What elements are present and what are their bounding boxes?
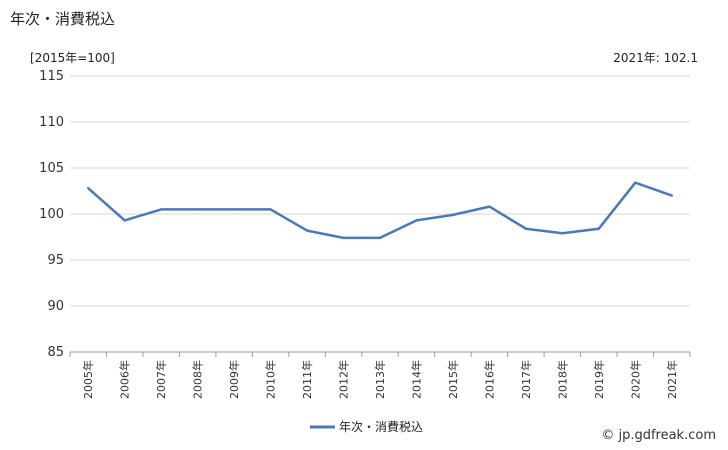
data-point [87,187,90,190]
chart-title: 年次・消費税込 [10,10,116,28]
x-tick-label: 2015年 [446,360,460,399]
x-tick-label: 2010年 [264,360,278,399]
y-tick-label: 90 [47,299,64,314]
data-point [670,194,673,197]
x-tick-label: 2006年 [118,360,132,399]
source-credit: © jp.gdfreak.com [601,428,716,443]
data-point [597,227,601,230]
data-point [524,227,528,230]
y-tick-label: 100 [39,207,64,222]
data-point [196,208,199,211]
x-tick-label: 2014年 [409,360,423,399]
data-point [634,181,637,184]
x-tick-label: 2017年 [519,360,533,399]
data-point [451,213,455,217]
y-tick-label: 110 [39,115,64,130]
data-point [269,208,272,211]
data-point [232,208,236,211]
data-point [415,219,418,222]
x-tick-label: 2019年 [592,360,606,399]
x-tick-label: 2018年 [555,360,569,399]
data-point [342,236,345,240]
series-line [87,181,673,240]
data-point [488,205,491,208]
x-tick-label: 2013年 [373,360,387,399]
unit-label: [2015年=100] [30,51,115,65]
legend-label: 年次・消費税込 [339,419,423,434]
latest-value-note: 2021年: 102.1 [613,51,698,65]
data-point [159,208,163,211]
y-tick-label: 105 [39,161,64,176]
x-tick-label: 2008年 [191,360,205,399]
x-tick-label: 2011年 [300,360,314,399]
series-group [87,181,673,240]
grid-lines [70,75,690,353]
x-axis: 2005年 2006年 2007年 2008年 2009年 2010年 2011年 2012年… [69,351,691,399]
x-tick-label: 2005年 [81,360,95,399]
y-tick-label: 115 [39,69,64,84]
y-tick-label: 95 [47,253,64,268]
data-point [305,229,309,232]
y-tick-label: 85 [47,345,64,360]
data-point [378,236,382,240]
data-point [123,219,126,222]
y-axis: 85 90 95 100 105 110 115 [39,69,64,360]
x-tick-label: 2020年 [628,360,642,399]
x-tick-label: 2007年 [154,360,168,399]
legend: 年次・消費税込 [310,419,423,434]
x-tick-label: 2012年 [337,360,351,399]
x-tick-label: 2009年 [227,360,241,399]
x-tick-label: 2016年 [482,360,496,399]
data-point [561,232,564,235]
x-tick-label: 2021年 [665,360,679,399]
